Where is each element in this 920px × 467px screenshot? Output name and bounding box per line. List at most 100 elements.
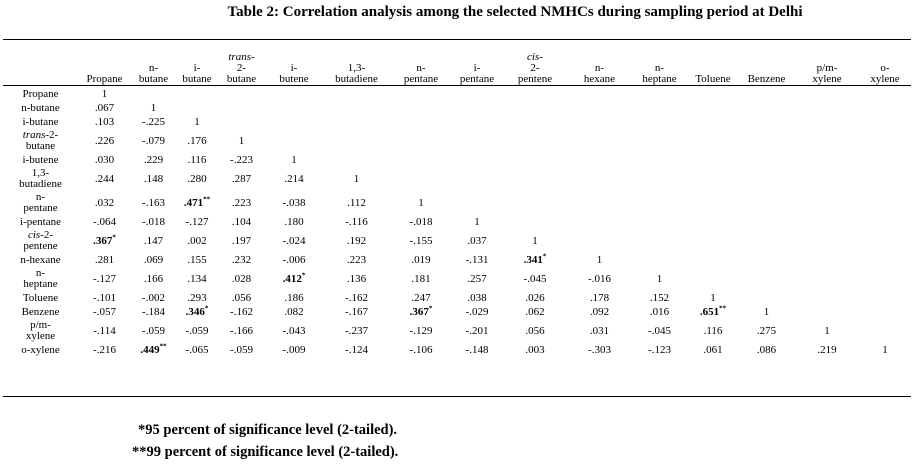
correlation-cell: .026 [525, 291, 545, 304]
table-row: Toluene -.101 -.002 .293 .056 .186 -.162 .247 .0… [3, 291, 911, 305]
correlation-cell [323, 115, 390, 129]
row-header: n-hexane [3, 253, 78, 267]
correlation-cell: 1 [656, 272, 663, 285]
correlation-cell: .226 [94, 134, 115, 147]
correlation-cell: 1 [150, 101, 157, 114]
correlation-cell [502, 101, 568, 115]
correlation-cell: .148 [143, 172, 164, 185]
correlation-cell: -.163 [142, 196, 165, 209]
row-header: i-butene [3, 153, 78, 167]
correlation-cell: 1 [882, 343, 888, 356]
column-header: trans- 2- butane [218, 39, 265, 87]
correlation-cell [218, 101, 265, 115]
correlation-cell: .367* [78, 229, 131, 253]
correlation-cell [738, 101, 795, 115]
correlation-cell: .134 [187, 272, 207, 285]
table-top-rule [3, 39, 911, 40]
label-part: -2- [45, 129, 59, 141]
correlation-cell: -.162 [230, 305, 253, 318]
row-header: Benzene [3, 305, 78, 319]
correlation-cell: .037 [467, 234, 487, 247]
correlation-cell: .147 [143, 234, 164, 247]
label-part: i-butane [22, 115, 59, 128]
correlation-cell: .003 [525, 343, 545, 356]
correlation-cell: .061 [703, 343, 723, 356]
correlation-cell [502, 167, 568, 191]
label-part: trans [22, 129, 46, 141]
correlation-cell: -.006 [282, 253, 306, 266]
label-part: n- [654, 62, 665, 74]
correlation-cell [859, 153, 911, 167]
correlation-cell: -.216 [93, 343, 116, 356]
label-part: n-hexane [20, 253, 61, 266]
correlation-cell: -.038 [282, 196, 306, 209]
correlation-cell [795, 267, 859, 291]
correlation-cell: 1 [596, 253, 603, 266]
correlation-cell [502, 215, 568, 229]
correlation-cell: .069 [143, 253, 164, 266]
label-part: heptane [23, 278, 58, 290]
correlation-cell: .214 [284, 172, 304, 185]
correlation-cell: .293 [187, 291, 207, 304]
correlation-cell [568, 215, 631, 229]
significant-value: .367 [409, 305, 429, 318]
label-part: Benzene [21, 305, 60, 318]
correlation-cell [688, 115, 738, 129]
label-part: pentane [23, 202, 58, 214]
label-part: pentene [517, 73, 553, 85]
correlation-cell: -.223 [230, 153, 253, 166]
correlation-cell [568, 115, 631, 129]
correlation-cell [502, 153, 568, 167]
significance-marker: * [112, 232, 116, 241]
correlation-cell [859, 87, 911, 101]
correlation-cell [795, 101, 859, 115]
correlation-cell: -.079 [142, 134, 165, 147]
correlation-cell: .082 [284, 305, 304, 318]
table-row: 1,3- butadiene .244 .148 .280 .287 .214 1 [3, 167, 911, 191]
label-part: butadiene [19, 178, 62, 190]
row-header: i-butane [3, 115, 78, 129]
correlation-cell: .103 [94, 115, 115, 128]
correlation-cell [738, 115, 795, 129]
correlation-cell: .030 [94, 153, 115, 166]
correlation-cell: -.059 [185, 324, 209, 337]
label-part: pentene [23, 240, 58, 252]
correlation-cell: -.018 [142, 215, 165, 228]
correlation-cell [452, 167, 502, 191]
correlation-cell [390, 87, 452, 101]
correlation-cell: -.045 [648, 324, 671, 337]
correlation-cell: .136 [346, 272, 367, 285]
table-row: n-heptane -.127 .166 .134 .028 .412* .136 .181.… [3, 267, 911, 291]
correlation-cell: -.303 [588, 343, 611, 356]
correlation-cell [738, 87, 795, 101]
correlation-cell [859, 229, 911, 253]
label-part: Toluene [695, 73, 731, 85]
correlation-cell [738, 267, 795, 291]
column-header: n-hexane [568, 39, 631, 87]
correlation-cell [738, 167, 795, 191]
correlation-cell: -.116 [345, 215, 368, 228]
correlation-cell: .232 [231, 253, 252, 266]
correlation-cell [631, 229, 688, 253]
label-part: butane [226, 73, 257, 85]
correlation-cell [859, 215, 911, 229]
correlation-cell: .152 [649, 291, 670, 304]
correlation-cell: 1 [101, 87, 108, 100]
table-row: trans-2- butane .226 -.079 .176 1 [3, 129, 911, 153]
label-part: i-butene [22, 153, 59, 166]
label-part: 2- [236, 62, 247, 74]
label-part: Toluene [22, 291, 59, 304]
significance-marker: * [428, 303, 433, 312]
correlation-cell [859, 129, 911, 153]
row-header: i-pentane [3, 215, 78, 229]
correlation-cell: -.064 [93, 215, 116, 228]
correlation-cell [688, 153, 738, 167]
correlation-cell [568, 129, 631, 153]
correlation-cell [795, 115, 859, 129]
correlation-cell [688, 87, 738, 101]
correlation-cell [390, 101, 452, 115]
correlation-cell: 1 [532, 234, 538, 247]
correlation-cell: -.059 [230, 343, 253, 356]
correlation-cell [176, 87, 218, 101]
row-header: o-xylene [3, 343, 78, 357]
